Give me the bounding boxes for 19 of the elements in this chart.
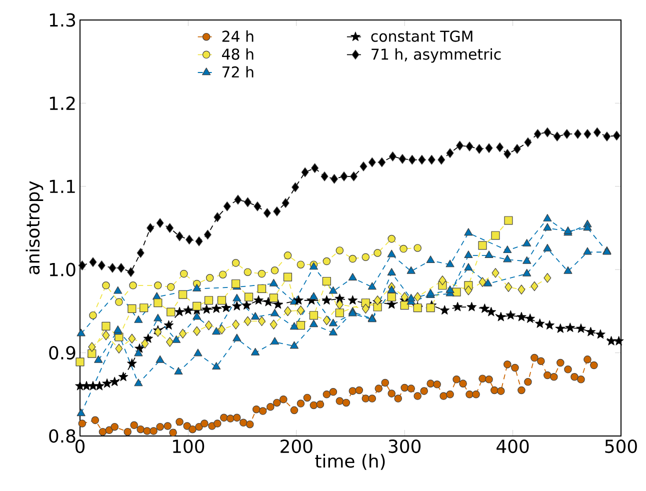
y-axis-title: anisotropy xyxy=(26,181,44,274)
legend-label: 24 h xyxy=(222,30,254,42)
x-tick-label: 200 xyxy=(280,440,312,454)
legend-label: constant TGM xyxy=(371,30,472,42)
x-tick-label: 0 xyxy=(75,440,85,454)
y-tick-label: 1.3 xyxy=(50,13,76,27)
y-tick-label: 0.9 xyxy=(49,346,76,360)
x-tick-label: 400 xyxy=(496,440,529,454)
x-axis-title: time (h) xyxy=(315,454,385,470)
y-tick-label: 1.2 xyxy=(50,96,75,110)
y-tick-label: 1.0 xyxy=(50,262,76,276)
legend-label: 72 h xyxy=(222,66,254,78)
y-tick-label: 0.8 xyxy=(49,429,76,443)
x-tick-label: 100 xyxy=(173,440,204,454)
legend-label: 48 h xyxy=(222,48,254,60)
x-tick-label: 500 xyxy=(605,440,637,454)
x-tick-label: 300 xyxy=(388,440,421,454)
y-tick-label: 1.1 xyxy=(50,180,75,193)
legend-label: 71 h, asymmetric xyxy=(372,48,501,63)
